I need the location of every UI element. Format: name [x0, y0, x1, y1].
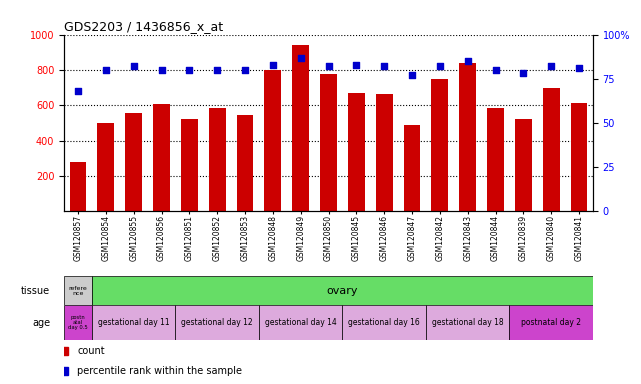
Point — [240, 67, 250, 73]
Text: tissue: tissue — [21, 286, 50, 296]
Bar — [92, 305, 176, 340]
Bar — [320, 74, 337, 211]
Bar — [426, 305, 510, 340]
Point — [212, 67, 222, 73]
Bar — [176, 305, 259, 340]
Point — [351, 61, 362, 68]
Text: ovary: ovary — [327, 286, 358, 296]
Bar — [209, 108, 226, 211]
Bar — [404, 125, 420, 211]
Point — [407, 72, 417, 78]
Point — [296, 55, 306, 61]
Bar — [460, 63, 476, 211]
Bar — [70, 162, 87, 211]
Point — [546, 63, 556, 70]
Bar — [64, 305, 92, 340]
Point — [463, 58, 473, 64]
Text: gestational day 11: gestational day 11 — [98, 318, 169, 327]
Bar — [237, 115, 253, 211]
Text: percentile rank within the sample: percentile rank within the sample — [78, 366, 242, 376]
Point — [268, 61, 278, 68]
Bar — [515, 119, 531, 211]
Point — [490, 67, 501, 73]
Bar — [510, 305, 593, 340]
Bar — [153, 104, 170, 211]
Bar — [292, 45, 309, 211]
Point — [184, 67, 194, 73]
Point — [518, 70, 528, 76]
Text: gestational day 14: gestational day 14 — [265, 318, 337, 327]
Text: gestational day 18: gestational day 18 — [432, 318, 503, 327]
Text: gestational day 12: gestational day 12 — [181, 318, 253, 327]
Point — [435, 63, 445, 70]
Bar — [342, 305, 426, 340]
Bar — [265, 70, 281, 211]
Bar — [431, 79, 448, 211]
Point — [73, 88, 83, 94]
Bar — [64, 276, 92, 305]
Point — [101, 67, 111, 73]
Text: gestational day 16: gestational day 16 — [348, 318, 420, 327]
Point — [324, 63, 334, 70]
Point — [129, 63, 139, 70]
Text: GDS2203 / 1436856_x_at: GDS2203 / 1436856_x_at — [64, 20, 223, 33]
Text: postnatal day 2: postnatal day 2 — [521, 318, 581, 327]
Bar — [543, 88, 560, 211]
Bar — [181, 119, 197, 211]
Bar — [376, 94, 392, 211]
Bar — [259, 305, 342, 340]
Text: age: age — [32, 318, 50, 328]
Bar — [348, 93, 365, 211]
Point — [574, 65, 584, 71]
Text: postn
atal
day 0.5: postn atal day 0.5 — [68, 314, 88, 331]
Text: refere
nce: refere nce — [69, 286, 87, 296]
Bar — [97, 123, 114, 211]
Bar — [126, 113, 142, 211]
Bar — [487, 108, 504, 211]
Text: count: count — [78, 346, 105, 356]
Point — [156, 67, 167, 73]
Bar — [570, 103, 587, 211]
Point — [379, 63, 389, 70]
